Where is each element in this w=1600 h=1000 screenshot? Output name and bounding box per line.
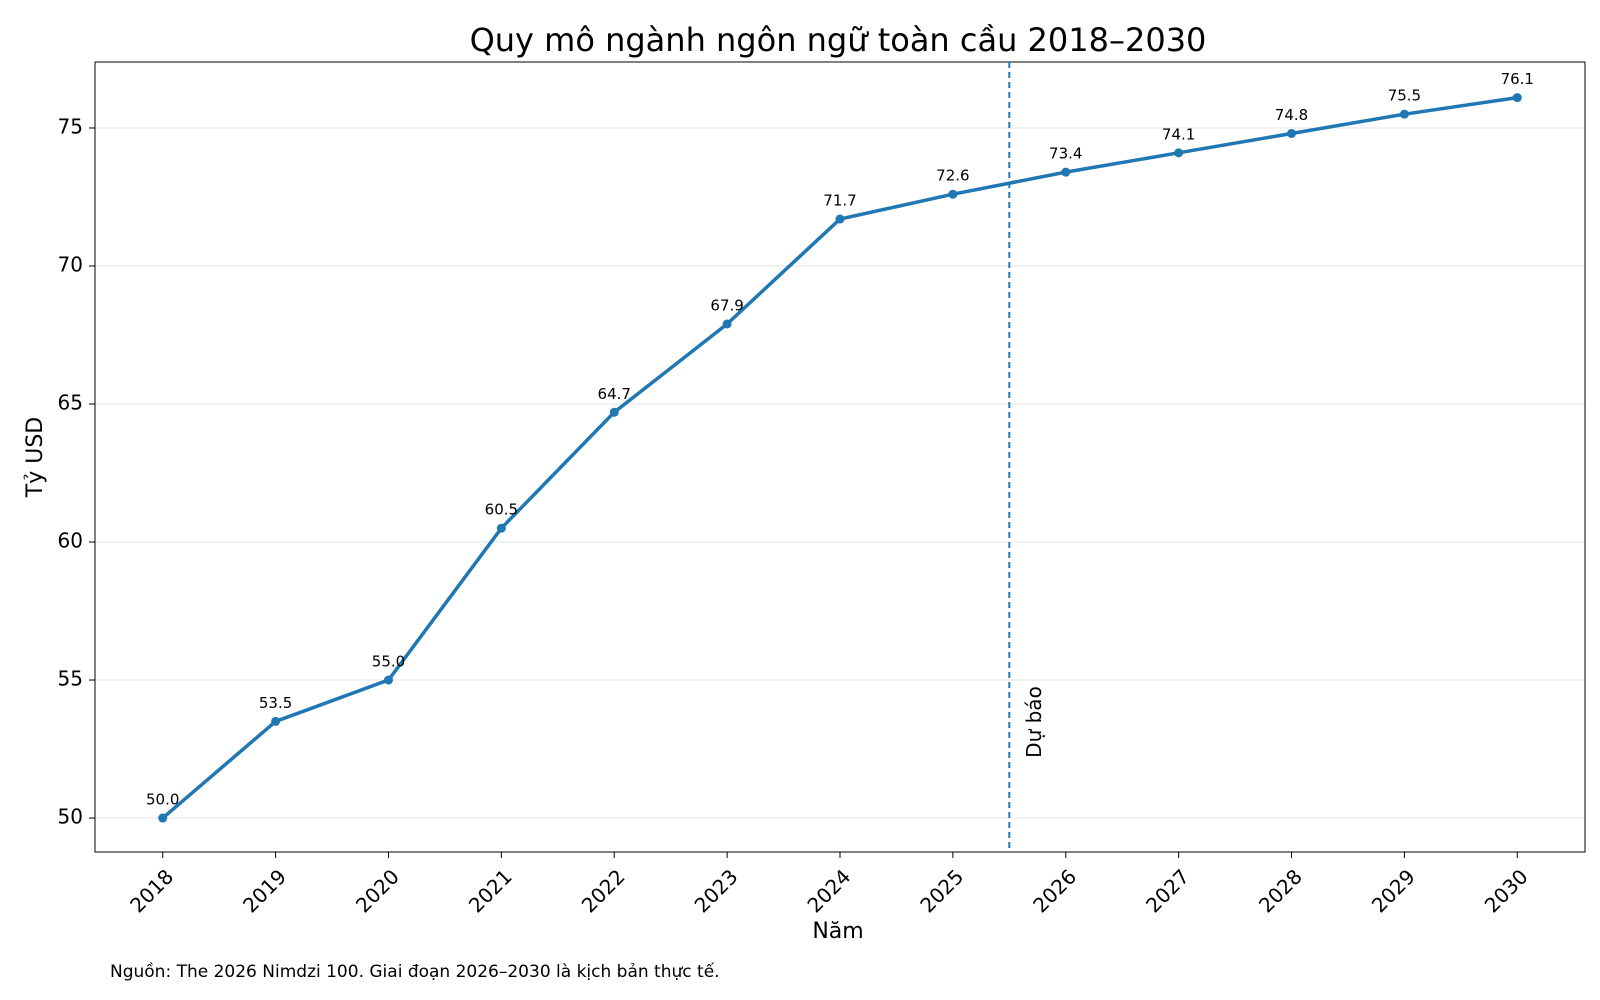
point (1399, 109, 1409, 119)
y-tick-label: 65 (58, 391, 83, 415)
x-axis-label: Năm (812, 919, 863, 944)
plot-frame (94, 61, 1586, 853)
data-label: 74.8 (1275, 106, 1308, 124)
data-label: 55.0 (372, 653, 405, 671)
x-tick-label: 2019 (238, 864, 291, 917)
x-tick-label: 2028 (1254, 864, 1307, 917)
point (948, 189, 958, 199)
y-tick-label: 50 (58, 805, 83, 829)
x-tick-label: 2025 (915, 864, 968, 917)
x-tick-label: 2018 (125, 864, 178, 917)
x-tick-label: 2024 (802, 864, 855, 917)
point (271, 716, 281, 726)
y-tick-label: 60 (58, 529, 83, 553)
point (383, 675, 393, 685)
data-label: 74.1 (1162, 125, 1195, 143)
data-label: 75.5 (1388, 87, 1421, 105)
y-tick-label: 55 (58, 667, 83, 691)
x-tick-label: 2022 (577, 864, 630, 917)
x-tick-label: 2020 (351, 864, 404, 917)
annotation: Dự báo (1022, 686, 1046, 758)
x-tick-label: 2021 (464, 864, 517, 917)
point (609, 407, 619, 417)
data-label: 53.5 (259, 694, 292, 712)
point (1061, 167, 1071, 177)
chart-title: Quy mô ngành ngôn ngữ toàn cầu 2018–2030 (470, 21, 1207, 59)
data-label: 67.9 (710, 296, 743, 314)
x-tick-label: 2026 (1028, 864, 1081, 917)
point (1512, 93, 1522, 103)
x-tick-label: 2030 (1480, 864, 1533, 917)
data-label: 71.7 (823, 192, 856, 210)
x-tick-label: 2029 (1367, 864, 1420, 917)
data-label: 50.0 (146, 791, 179, 809)
source-note: Nguồn: The 2026 Nimdzi 100. Giai đoạn 20… (110, 961, 720, 982)
data-label: 64.7 (598, 385, 631, 403)
y-tick-label: 70 (58, 252, 83, 276)
y-tick-label: 75 (58, 114, 83, 138)
point (835, 214, 845, 224)
point (1287, 128, 1297, 138)
data-label: 60.5 (485, 501, 518, 519)
point (1174, 148, 1184, 158)
point (722, 319, 732, 329)
point (158, 813, 168, 823)
y-axis-label: Tỷ USD (23, 417, 48, 498)
data-label: 73.4 (1049, 145, 1082, 163)
data-label: 76.1 (1501, 70, 1534, 88)
x-tick-label: 2023 (690, 864, 743, 917)
x-tick-label: 2027 (1141, 864, 1194, 917)
point (496, 523, 506, 533)
data-label: 72.6 (936, 167, 969, 185)
